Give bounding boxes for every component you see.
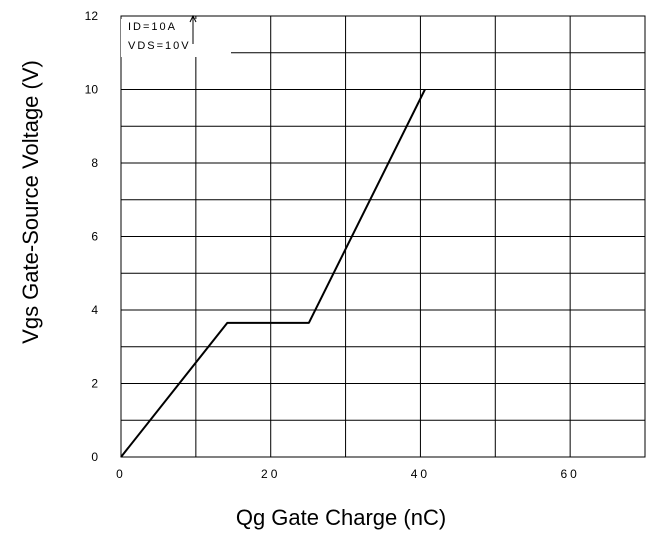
- y-axis-ticks: 0 2 4 6 8 10 12: [85, 9, 99, 464]
- y-tick-label: 12: [85, 9, 99, 23]
- x-tick-label: 20: [261, 467, 280, 481]
- y-axis-label: Vgs Gate-Source Voltage (V): [18, 60, 43, 344]
- y-tick-label: 6: [91, 230, 98, 244]
- annotation-id: ID=10A: [128, 21, 177, 33]
- x-tick-label: 40: [411, 467, 430, 481]
- y-tick-label: 8: [91, 156, 98, 170]
- annotation-vds: VDS=10V: [128, 40, 191, 52]
- y-tick-label: 0: [91, 450, 98, 464]
- y-tick-label: 4: [91, 303, 98, 317]
- series-line: [120, 89, 426, 458]
- x-axis-label: Qg Gate Charge (nC): [236, 505, 446, 530]
- x-tick-label: 60: [560, 467, 579, 481]
- annotation-box: [121, 19, 231, 57]
- y-tick-label: 2: [91, 377, 98, 391]
- x-tick-label: 0: [116, 467, 126, 481]
- x-axis-ticks: 0 20 40 60: [116, 467, 579, 481]
- annotation-arrowhead: [189, 14, 197, 23]
- plot-frame: [120, 15, 646, 458]
- plot-grid: [121, 16, 645, 457]
- y-tick-label: 10: [85, 83, 99, 97]
- series-layer: [120, 89, 426, 458]
